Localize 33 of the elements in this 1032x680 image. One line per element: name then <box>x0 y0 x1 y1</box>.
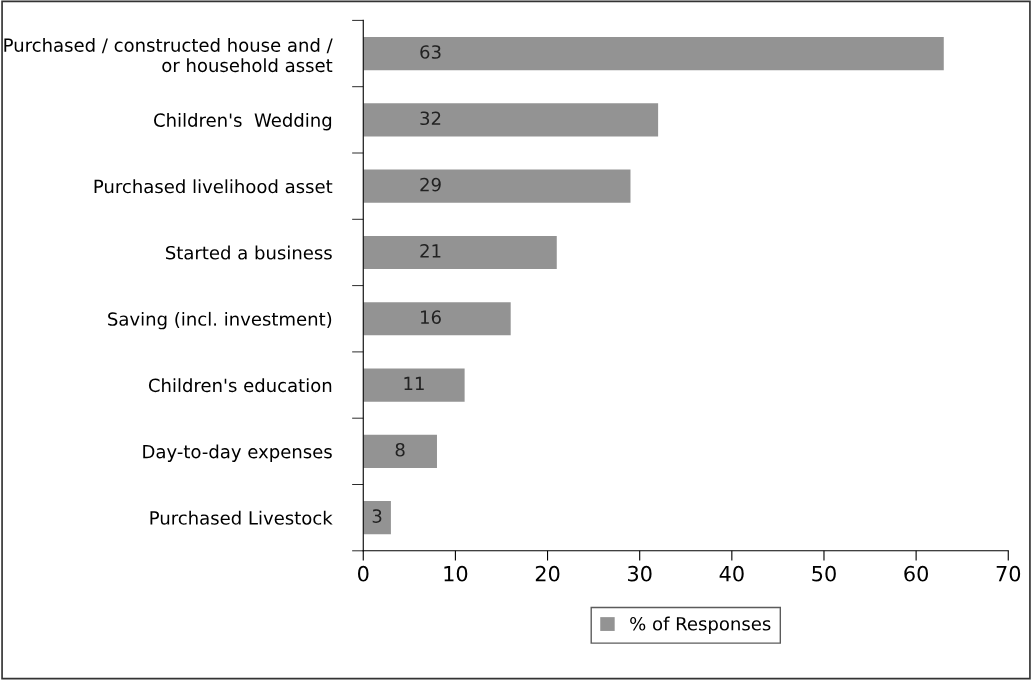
x-tick-label: 50 <box>812 565 836 582</box>
bar <box>363 501 391 535</box>
bar <box>363 36 944 71</box>
data-label: 11 <box>404 376 424 391</box>
y-tick-label: Purchased / constructed house and / or household asset <box>4 37 333 73</box>
y-tick-label: Saving (incl. investment) <box>108 311 332 330</box>
bar <box>363 103 659 137</box>
y-tick-label: Children's education <box>148 378 332 393</box>
data-label: 8 <box>395 442 405 457</box>
data-label: 63 <box>420 45 441 59</box>
x-tick-label: 40 <box>719 565 744 582</box>
y-tick-label: Purchased livelihood asset <box>94 179 333 194</box>
y-tick-label: Purchased Livestock <box>150 510 333 525</box>
bar <box>363 169 631 203</box>
bar <box>363 368 465 402</box>
y-tick-label: Day-to-day expenses <box>143 444 332 462</box>
x-tick-label: 10 <box>444 565 468 582</box>
data-label: 16 <box>421 310 441 324</box>
x-tick-label: 70 <box>996 565 1021 582</box>
data-label: 32 <box>420 111 441 126</box>
bar <box>363 235 557 270</box>
x-tick-label: 20 <box>535 565 560 582</box>
bar <box>363 434 437 468</box>
data-label: 29 <box>420 177 441 192</box>
x-tick-label: 30 <box>628 565 652 582</box>
legend-label: % of Responses <box>630 616 771 635</box>
x-tick-label: 0 <box>358 565 369 582</box>
y-tick-label: Children's Wedding <box>154 112 332 131</box>
y-tick-label: Started a business <box>165 245 332 260</box>
bar <box>363 302 511 336</box>
data-label: 3 <box>372 509 382 523</box>
x-tick-label: 60 <box>904 565 928 582</box>
data-label: 21 <box>420 244 441 258</box>
